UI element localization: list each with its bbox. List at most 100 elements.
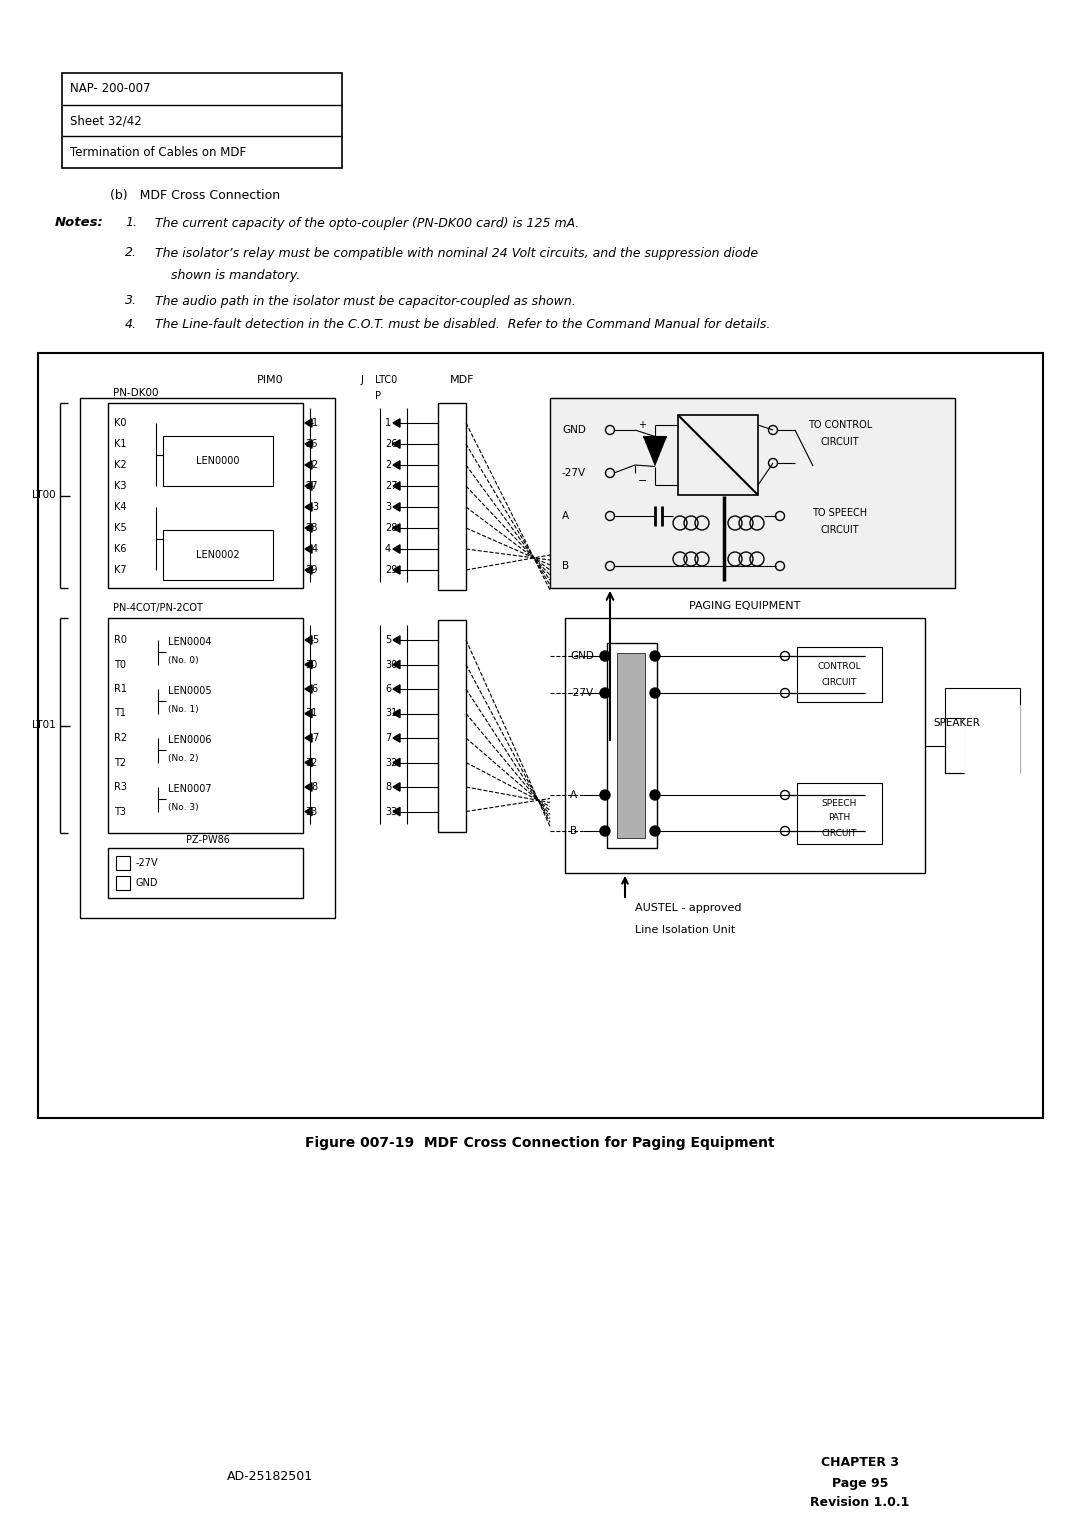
Text: CHAPTER 3: CHAPTER 3 bbox=[821, 1456, 899, 1470]
Text: LEN0004: LEN0004 bbox=[168, 637, 212, 648]
Text: LEN0006: LEN0006 bbox=[168, 735, 212, 746]
Text: 5: 5 bbox=[384, 636, 391, 645]
Text: 28: 28 bbox=[306, 523, 318, 533]
Text: SPEECH: SPEECH bbox=[822, 799, 858, 807]
Text: PZ-PW86: PZ-PW86 bbox=[186, 834, 229, 845]
Polygon shape bbox=[305, 461, 312, 469]
Text: 2: 2 bbox=[312, 460, 318, 471]
Text: A: A bbox=[562, 510, 569, 521]
Text: 2.: 2. bbox=[125, 246, 137, 260]
Text: The Line-fault detection in the C.O.T. must be disabled.  Refer to the Command M: The Line-fault detection in the C.O.T. m… bbox=[156, 318, 770, 332]
Text: 2: 2 bbox=[384, 460, 391, 471]
Text: CIRCUIT: CIRCUIT bbox=[821, 526, 860, 535]
Text: K1: K1 bbox=[114, 439, 126, 449]
Text: R2: R2 bbox=[114, 733, 127, 743]
Text: LEN0005: LEN0005 bbox=[168, 686, 212, 697]
Circle shape bbox=[650, 688, 660, 698]
Text: Figure 007-19  MDF Cross Connection for Paging Equipment: Figure 007-19 MDF Cross Connection for P… bbox=[306, 1135, 774, 1151]
Text: Notes:: Notes: bbox=[55, 217, 104, 229]
Text: TO CONTROL: TO CONTROL bbox=[808, 420, 873, 429]
Text: R3: R3 bbox=[114, 782, 127, 792]
Bar bbox=[116, 876, 130, 889]
Text: 5: 5 bbox=[312, 636, 318, 645]
Text: LTC0: LTC0 bbox=[375, 374, 397, 385]
Text: 27: 27 bbox=[306, 481, 318, 490]
Text: LEN0002: LEN0002 bbox=[197, 550, 240, 559]
Bar bbox=[108, 848, 303, 898]
Text: (No. 0): (No. 0) bbox=[168, 656, 199, 665]
Polygon shape bbox=[393, 636, 400, 645]
Text: AD-25182501: AD-25182501 bbox=[227, 1470, 313, 1482]
Text: 32: 32 bbox=[306, 758, 318, 767]
Text: T1: T1 bbox=[114, 709, 126, 718]
Bar bbox=[80, 397, 335, 918]
Text: 8: 8 bbox=[384, 782, 391, 792]
Polygon shape bbox=[393, 461, 400, 469]
Polygon shape bbox=[305, 545, 312, 553]
Text: -27V: -27V bbox=[562, 468, 586, 478]
Polygon shape bbox=[305, 481, 312, 490]
Bar bbox=[438, 620, 465, 831]
Text: -27V: -27V bbox=[570, 688, 594, 698]
Text: 7: 7 bbox=[384, 733, 391, 743]
Polygon shape bbox=[305, 709, 312, 718]
Circle shape bbox=[650, 790, 660, 801]
Text: (No. 2): (No. 2) bbox=[168, 753, 199, 762]
Circle shape bbox=[600, 827, 610, 836]
Polygon shape bbox=[305, 807, 312, 816]
Text: 28: 28 bbox=[384, 523, 397, 533]
Text: 4: 4 bbox=[312, 544, 318, 555]
Text: T0: T0 bbox=[114, 660, 126, 669]
Text: PATH: PATH bbox=[828, 813, 851, 822]
Text: 30: 30 bbox=[384, 660, 397, 669]
Circle shape bbox=[600, 688, 610, 698]
Polygon shape bbox=[305, 733, 312, 743]
Polygon shape bbox=[305, 419, 312, 428]
Polygon shape bbox=[643, 437, 667, 466]
Text: Sheet 32/42: Sheet 32/42 bbox=[70, 115, 141, 127]
Circle shape bbox=[600, 790, 610, 801]
Bar bbox=[945, 688, 1020, 773]
Polygon shape bbox=[305, 524, 312, 532]
Text: 33: 33 bbox=[384, 807, 397, 816]
Polygon shape bbox=[393, 481, 400, 490]
Text: R0: R0 bbox=[114, 636, 127, 645]
Bar bbox=[945, 718, 966, 773]
Bar bbox=[108, 617, 303, 833]
Polygon shape bbox=[393, 524, 400, 532]
Text: GND: GND bbox=[136, 879, 159, 888]
Text: TO SPEECH: TO SPEECH bbox=[812, 507, 867, 518]
Text: MDF: MDF bbox=[450, 374, 474, 385]
Polygon shape bbox=[393, 419, 400, 428]
Bar bbox=[163, 437, 273, 486]
Text: K0: K0 bbox=[114, 419, 126, 428]
Text: R1: R1 bbox=[114, 685, 127, 694]
Circle shape bbox=[650, 651, 660, 662]
Text: 3: 3 bbox=[384, 503, 391, 512]
Text: LEN0007: LEN0007 bbox=[168, 784, 212, 795]
Text: A: A bbox=[570, 790, 577, 801]
Text: GND: GND bbox=[570, 651, 594, 662]
Bar bbox=[607, 643, 657, 848]
Text: 4: 4 bbox=[384, 544, 391, 555]
Text: Revision 1.0.1: Revision 1.0.1 bbox=[810, 1496, 909, 1510]
Text: The audio path in the isolator must be capacitor-coupled as shown.: The audio path in the isolator must be c… bbox=[156, 295, 576, 307]
Polygon shape bbox=[393, 685, 400, 694]
Text: 31: 31 bbox=[384, 709, 397, 718]
Text: 3: 3 bbox=[312, 503, 318, 512]
Text: PN-DK00: PN-DK00 bbox=[113, 388, 159, 397]
Text: 6: 6 bbox=[384, 685, 391, 694]
Text: GND: GND bbox=[562, 425, 585, 435]
Text: CIRCUIT: CIRCUIT bbox=[822, 828, 858, 837]
Text: shown is mandatory.: shown is mandatory. bbox=[156, 269, 300, 283]
Text: K6: K6 bbox=[114, 544, 126, 555]
Text: K7: K7 bbox=[114, 565, 126, 575]
Text: 4.: 4. bbox=[125, 318, 137, 332]
Polygon shape bbox=[393, 782, 400, 792]
Polygon shape bbox=[305, 565, 312, 575]
Bar bbox=[438, 403, 465, 590]
Polygon shape bbox=[305, 758, 312, 767]
Bar bbox=[550, 397, 955, 588]
Bar bbox=[797, 782, 882, 843]
Text: Line Isolation Unit: Line Isolation Unit bbox=[635, 924, 735, 935]
